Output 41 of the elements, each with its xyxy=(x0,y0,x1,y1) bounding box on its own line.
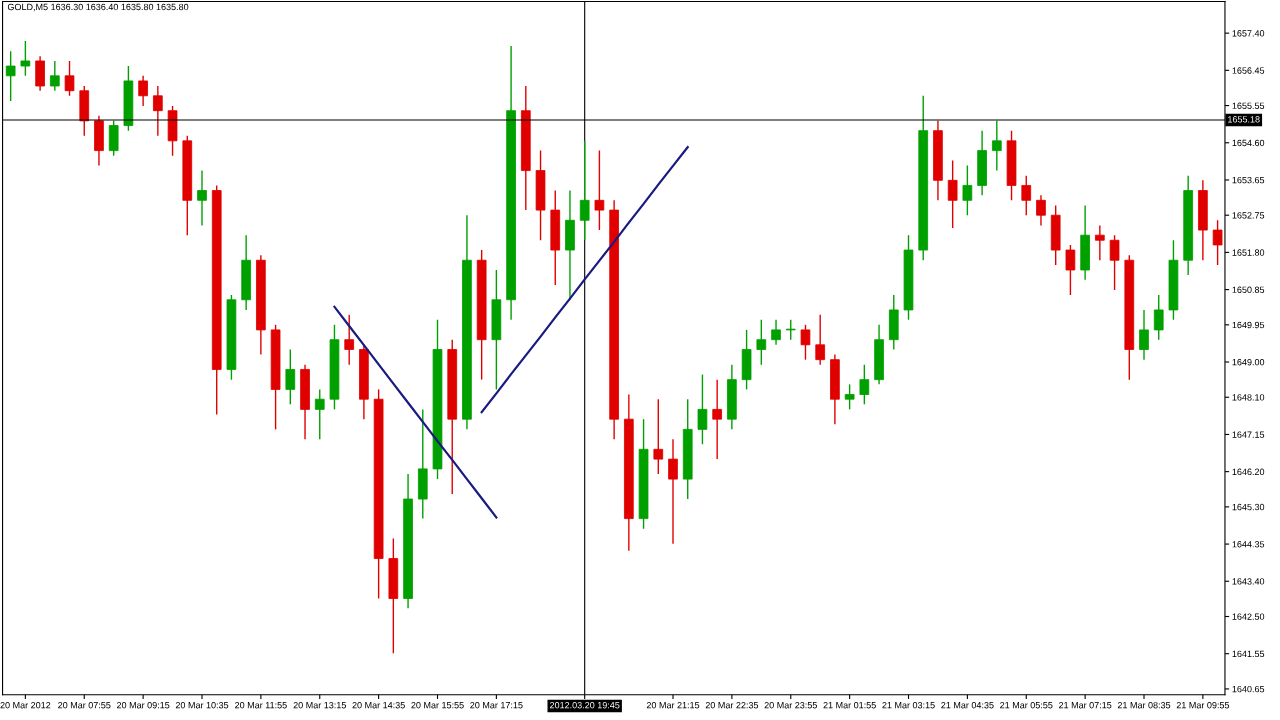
x-tick-label: 2012.03.20 19:45 xyxy=(550,701,620,709)
x-tick-label: 20 Mar 17:15 xyxy=(470,701,523,709)
y-tick-label: 1641.55 xyxy=(1232,650,1265,658)
ref-line-label: 1655.18 xyxy=(1228,116,1260,123)
x-tick-label: 20 Mar 15:55 xyxy=(411,701,464,709)
y-tick-label: 1645.30 xyxy=(1232,503,1265,511)
x-tick-label: 20 Mar 23:55 xyxy=(764,701,817,709)
y-tick-label: 1642.50 xyxy=(1232,613,1265,620)
x-tick-label: 20 Mar 13:15 xyxy=(293,701,346,709)
x-tick-label: 21 Mar 05:55 xyxy=(1000,701,1053,709)
y-tick-label: 1652.75 xyxy=(1232,212,1265,219)
y-tick-label: 1651.80 xyxy=(1232,249,1265,256)
y-tick-label: 1655.55 xyxy=(1232,102,1265,109)
chart-title: GOLD,M5 1636.30 1636.40 1635.80 1635.80 xyxy=(7,3,189,12)
x-tick-label: 20 Mar 21:15 xyxy=(646,701,700,709)
y-tick-label: 1648.10 xyxy=(1232,394,1265,401)
x-tick-label: 20 Mar 14:35 xyxy=(352,701,405,709)
x-tick-label: 20 Mar 07:55 xyxy=(58,701,111,709)
y-tick-label: 1656.45 xyxy=(1232,67,1265,74)
y-tick-label: 1644.35 xyxy=(1232,541,1265,548)
x-tick-label: 21 Mar 01:55 xyxy=(823,701,876,709)
y-tick-label: 1647.15 xyxy=(1232,431,1265,438)
x-tick-label: 21 Mar 07:15 xyxy=(1058,701,1112,709)
y-tick-label: 1653.65 xyxy=(1232,176,1265,184)
y-tick-label: 1643.40 xyxy=(1232,578,1265,585)
y-tick-label: 1657.40 xyxy=(1232,30,1265,37)
x-tick-label: 21 Mar 08:35 xyxy=(1117,701,1171,709)
x-tick-label: 20 Mar 11:55 xyxy=(235,701,287,709)
x-tick-label: 20 Mar 2012 xyxy=(0,701,51,709)
y-tick-label: 1646.20 xyxy=(1232,468,1265,475)
y-tick-label: 1650.85 xyxy=(1232,286,1265,293)
x-tick-label: 20 Mar 10:35 xyxy=(175,701,229,709)
y-tick-label: 1649.95 xyxy=(1232,321,1265,329)
y-tick-label: 1640.65 xyxy=(1232,685,1265,693)
y-tick-label: 1649.00 xyxy=(1232,358,1265,366)
x-tick-label: 20 Mar 09:15 xyxy=(116,701,170,709)
x-tick-label: 20 Mar 22:35 xyxy=(705,701,759,709)
y-tick-label: 1654.60 xyxy=(1232,139,1265,147)
x-tick-label: 21 Mar 04:35 xyxy=(941,701,994,709)
x-tick-label: 21 Mar 09:55 xyxy=(1176,701,1230,709)
x-tick-label: 21 Mar 03:15 xyxy=(882,701,935,709)
